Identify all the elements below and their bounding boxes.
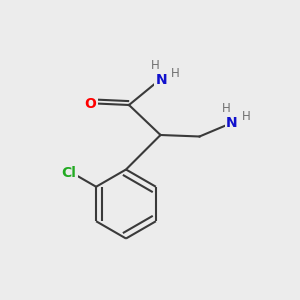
Text: O: O — [85, 97, 97, 110]
Text: N: N — [156, 73, 167, 87]
Text: Cl: Cl — [62, 166, 76, 180]
Text: H: H — [221, 101, 230, 115]
Text: H: H — [151, 58, 160, 72]
Text: H: H — [171, 67, 180, 80]
Text: N: N — [226, 116, 238, 130]
Text: H: H — [242, 110, 250, 123]
